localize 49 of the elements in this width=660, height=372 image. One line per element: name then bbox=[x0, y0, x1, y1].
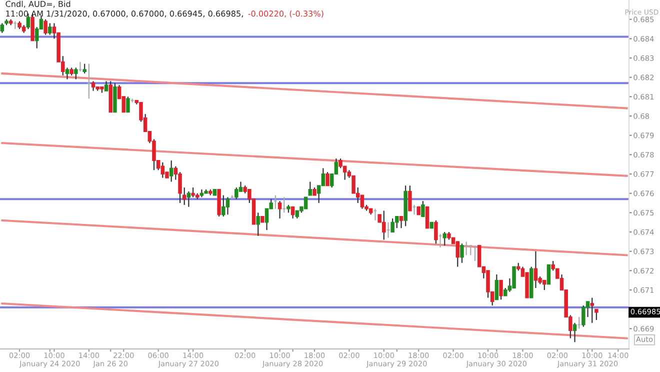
candlestick bbox=[160, 162, 165, 178]
candlestick bbox=[191, 186, 195, 198]
candlestick bbox=[48, 22, 52, 36]
candlestick bbox=[44, 18, 48, 36]
candlestick bbox=[104, 80, 108, 92]
candlestick bbox=[290, 206, 295, 219]
candlestick bbox=[494, 274, 499, 300]
candlestick bbox=[352, 175, 356, 194]
candlestick bbox=[278, 200, 282, 219]
candlestick bbox=[178, 171, 182, 204]
candlestick bbox=[308, 181, 312, 196]
candlestick bbox=[399, 216, 404, 229]
candlestick bbox=[442, 231, 446, 246]
candlestick bbox=[65, 67, 70, 80]
candlestick bbox=[74, 67, 78, 80]
candlestick bbox=[456, 241, 460, 268]
candlestick bbox=[304, 196, 308, 210]
candlestick bbox=[434, 220, 438, 244]
candlestick bbox=[26, 12, 30, 30]
candlestick bbox=[126, 96, 130, 113]
candlestick bbox=[169, 160, 174, 182]
candlestick bbox=[186, 190, 191, 208]
candlestick bbox=[360, 194, 364, 210]
candlestick bbox=[486, 270, 490, 298]
candlestick bbox=[499, 280, 503, 300]
candlestick bbox=[256, 212, 260, 236]
candlestick bbox=[512, 266, 516, 289]
candlestick bbox=[91, 80, 96, 92]
candlestick bbox=[182, 186, 186, 206]
annotation: -0.00220, (-0.33%) bbox=[248, 10, 324, 18]
candlestick bbox=[590, 297, 594, 324]
candlestick bbox=[226, 196, 230, 216]
chart-title: Cndl, AUD=, Bid bbox=[6, 0, 70, 8]
candlestick bbox=[234, 186, 238, 200]
candlestick bbox=[222, 194, 226, 218]
candlestick bbox=[534, 250, 538, 289]
candlestick bbox=[82, 63, 86, 74]
candlestick bbox=[582, 304, 586, 328]
candlestick bbox=[460, 243, 464, 264]
candlestick bbox=[425, 206, 430, 229]
candlestick bbox=[408, 185, 412, 212]
candlestick bbox=[338, 158, 342, 169]
text: 11:00 AM 1/31/2020, 0.67000, 0.67000, 0.66945, 0.66985, bbox=[6, 10, 243, 18]
candlestick bbox=[421, 200, 425, 218]
candlestick bbox=[594, 308, 598, 320]
candlestick bbox=[572, 322, 577, 343]
candlestick bbox=[0, 22, 4, 34]
candlestick bbox=[546, 264, 551, 285]
candlestick bbox=[326, 171, 330, 186]
